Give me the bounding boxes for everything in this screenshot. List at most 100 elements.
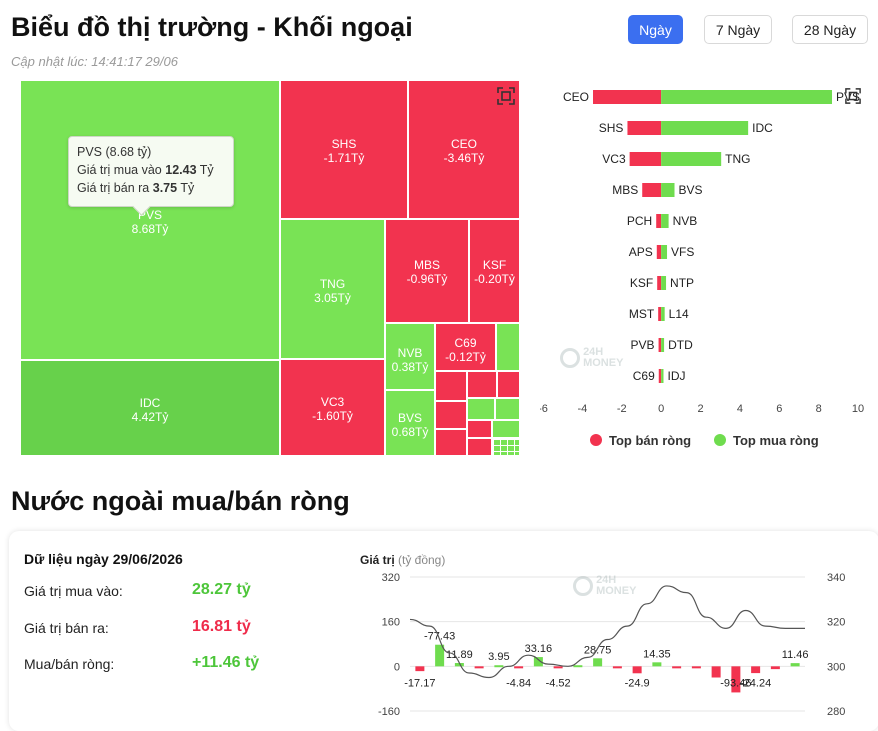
treemap-tile-small[interactable] [467, 438, 492, 456]
tile-code: CEO [450, 137, 477, 151]
y-left-tick: 160 [382, 617, 400, 629]
sell-bar [629, 152, 662, 166]
fullscreen-icon[interactable] [497, 87, 515, 105]
sell-bar [658, 369, 662, 383]
seller-label: PVB [631, 338, 655, 352]
watermark-logo: 24H MONEY [560, 347, 623, 369]
legend-buy-label: Top mua ròng [733, 433, 819, 448]
treemap-tile-nvb[interactable]: NVB 0.38Tỷ [385, 323, 435, 390]
sell-bar [656, 214, 662, 228]
treemap-tooltip: PVS (8.68 tỷ) Giá trị mua vào 12.43 Tỷ G… [68, 136, 234, 207]
net-bar [533, 657, 543, 667]
x-tick-label: 10 [852, 403, 864, 415]
treemap-tile-shs[interactable]: SHS -1.71Tỷ [280, 80, 408, 219]
buyer-label: NVB [673, 214, 698, 228]
treemap-tile-small[interactable] [435, 401, 467, 429]
net-bar-label: -93.46 [720, 677, 751, 689]
net-value-label: Mua/bán ròng: [24, 656, 115, 672]
seller-label: PCH [627, 214, 652, 228]
treemap-tile-vc3[interactable]: VC3 -1.60Tỷ [280, 359, 385, 456]
treemap-tile-small[interactable] [492, 438, 520, 456]
net-bar [790, 663, 800, 667]
tab-7-days[interactable]: 7 Ngày [704, 15, 772, 44]
sell-bar [642, 183, 662, 197]
tile-value: 0.68Tỷ [391, 425, 429, 439]
y-right-tick: 320 [827, 617, 845, 629]
fullscreen-icon[interactable] [845, 88, 861, 104]
treemap-tile-pvs[interactable]: PVS 8.68Tỷ [20, 80, 280, 360]
tile-code: MBS [413, 258, 440, 272]
y-right-tick: 340 [827, 572, 845, 584]
treemap-tile-idc[interactable]: IDC 4.42Tỷ [20, 360, 280, 456]
seller-label: CEO [563, 90, 589, 104]
buy-bar [661, 90, 833, 104]
treemap-tile-small[interactable] [496, 323, 520, 371]
y-right-tick: 300 [827, 661, 845, 673]
seller-label: SHS [599, 121, 624, 135]
treemap-tile-small[interactable] [467, 371, 497, 398]
net-bar-label: 28.75 [584, 644, 612, 656]
page-title: Biểu đồ thị trường - Khối ngoại [11, 12, 413, 42]
seller-label: VC3 [602, 152, 626, 166]
net-bar-label: -17.17 [404, 677, 435, 689]
net-card [9, 531, 878, 731]
net-bar-label: 11.46 [782, 649, 809, 661]
tile-value: 4.42Tỷ [131, 410, 169, 424]
sell-bar [657, 276, 662, 290]
sell-bar [593, 90, 662, 104]
treemap-tile-ksf[interactable]: KSF -0.20Tỷ [469, 219, 520, 323]
tile-code: TNG [319, 277, 346, 291]
net-bar-label: -4.52 [546, 677, 571, 689]
treemap-tile-small[interactable] [435, 371, 467, 401]
sell-value: 16.81 tỷ [192, 618, 251, 635]
x-tick-label: 6 [776, 403, 782, 415]
net-bar [652, 662, 662, 667]
net-bar-label: -4.84 [506, 677, 531, 689]
treemap: PVS 8.68Tỷ IDC 4.42Tỷ SHS -1.71Tỷ CEO -3… [20, 80, 520, 456]
buyer-label: DTD [668, 338, 693, 352]
sell-bar [627, 121, 662, 135]
tab-28-days[interactable]: 28 Ngày [792, 15, 868, 44]
treemap-tile-small[interactable] [497, 371, 520, 398]
tile-value: -0.96Tỷ [406, 272, 448, 286]
tile-value: -0.20Tỷ [474, 272, 515, 286]
legend-sell-marker [590, 434, 602, 446]
tile-value: 8.68Tỷ [131, 222, 169, 236]
buy-value: 28.27 tỷ [192, 581, 251, 598]
tab-day[interactable]: Ngày [628, 15, 683, 44]
net-bar [672, 666, 682, 669]
treemap-tile-tng[interactable]: TNG 3.05Tỷ [280, 219, 385, 359]
y-left-tick: 0 [394, 661, 400, 673]
tile-code: IDC [139, 396, 161, 410]
net-bar-label: -24.24 [740, 677, 771, 689]
treemap-tile-small[interactable] [435, 429, 467, 456]
treemap-tile-bvs[interactable]: BVS 0.68Tỷ [385, 390, 435, 456]
treemap-tile-small[interactable] [467, 398, 495, 420]
treemap-tile-small[interactable] [467, 420, 492, 438]
net-bar [415, 666, 425, 672]
y-axis-label: Giá trị [360, 553, 395, 567]
net-bar [691, 666, 701, 669]
net-bar-label: 14.35 [643, 648, 671, 660]
buy-bar [661, 307, 665, 321]
net-bar [474, 666, 484, 669]
legend-sell-label: Top bán ròng [609, 433, 691, 448]
treemap-tile-small[interactable] [495, 398, 520, 420]
tile-value: -1.71Tỷ [323, 151, 365, 165]
sell-bar [658, 307, 662, 321]
treemap-tile-c69[interactable]: C69 -0.12Tỷ [435, 323, 496, 371]
x-tick-label: -2 [617, 403, 627, 415]
buyer-label: L14 [669, 307, 689, 321]
legend-buy-marker [714, 434, 726, 446]
tile-value: 3.05Tỷ [314, 291, 351, 305]
buyer-label: TNG [725, 152, 750, 166]
buy-value-label: Giá trị mua vào: [24, 583, 123, 599]
treemap-tile-ceo[interactable]: CEO -3.46Tỷ [408, 80, 520, 219]
buy-bar [661, 183, 675, 197]
treemap-tile-mbs[interactable]: MBS -0.96Tỷ [385, 219, 469, 323]
seller-label: KSF [630, 276, 653, 290]
y-left-tick: -160 [378, 706, 400, 718]
treemap-tile-small[interactable] [492, 420, 520, 438]
net-bar [514, 666, 524, 669]
net-bar [612, 666, 622, 669]
